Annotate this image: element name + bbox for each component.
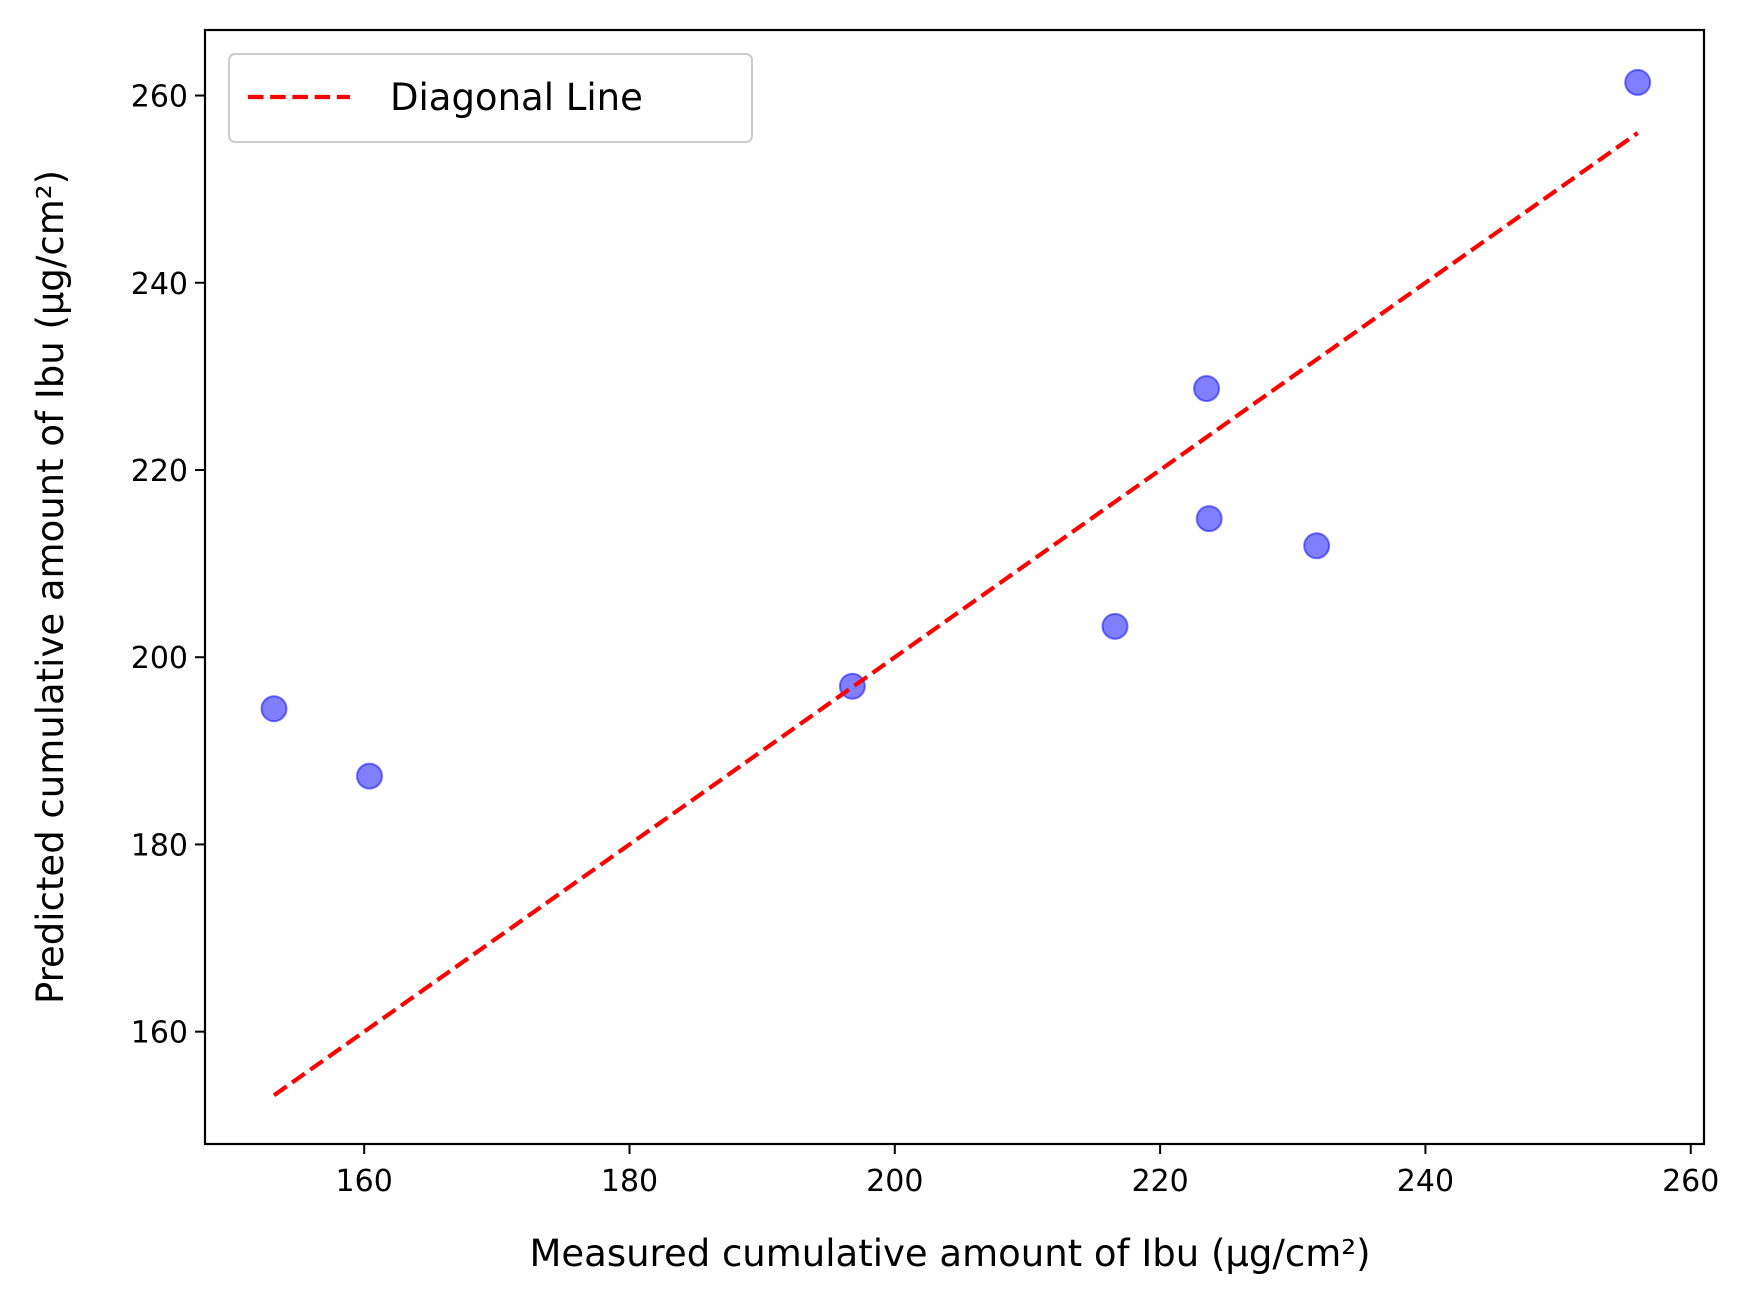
axes: 160 180 200 220 240 260 160 180 200 220 240 260 bbox=[131, 28, 1719, 1199]
scatter-point-5 bbox=[1193, 375, 1221, 403]
scatter-point-2 bbox=[355, 762, 383, 790]
legend-box bbox=[228, 53, 753, 143]
y-tick-label-200: 200 bbox=[131, 641, 188, 676]
legend-label-diagonal-line: Diagonal Line bbox=[390, 76, 643, 119]
y-tick-label-160: 160 bbox=[131, 1016, 188, 1051]
x-tick-label-160: 160 bbox=[336, 1164, 393, 1199]
diagonal-line bbox=[272, 131, 1639, 1098]
plot-frame bbox=[203, 28, 1706, 1146]
x-tick-label-260: 260 bbox=[1662, 1164, 1719, 1199]
scatter-point-6 bbox=[1195, 505, 1223, 533]
x-tick-label-240: 240 bbox=[1397, 1164, 1454, 1199]
scatter-point-7 bbox=[1303, 532, 1331, 560]
y-tick-label-260: 260 bbox=[131, 80, 188, 115]
scatter-point-4 bbox=[1101, 612, 1129, 640]
y-tick-label-180: 180 bbox=[131, 828, 188, 863]
x-tick-label-180: 180 bbox=[601, 1164, 658, 1199]
scatter-point-8 bbox=[1624, 68, 1652, 96]
legend: Diagonal Line bbox=[228, 53, 753, 143]
y-tick-label-220: 220 bbox=[131, 454, 188, 489]
plot-area bbox=[260, 68, 1652, 1098]
y-tick-label-240: 240 bbox=[131, 267, 188, 302]
x-axis-label: Measured cumulative amount of Ibu (μg/cm… bbox=[529, 1232, 1370, 1275]
scatter-point-1 bbox=[260, 695, 288, 723]
x-tick-label-220: 220 bbox=[1131, 1164, 1188, 1199]
x-tick-label-200: 200 bbox=[866, 1164, 923, 1199]
y-axis-label: Predicted cumulative amount of Ibu (μg/c… bbox=[29, 170, 72, 1004]
